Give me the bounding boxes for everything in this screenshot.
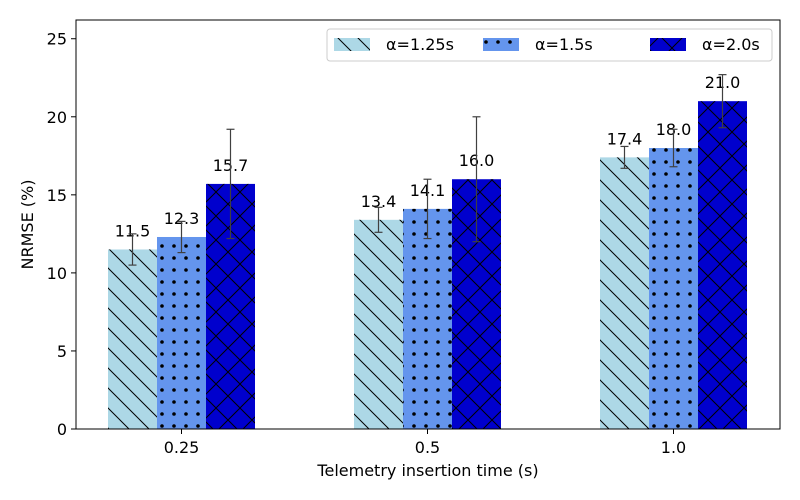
- x-tick-label: 0.5: [415, 438, 440, 457]
- y-axis-title: NRMSE (%): [18, 180, 37, 270]
- data-label: 12.3: [164, 209, 200, 228]
- legend-label: α=2.0s: [702, 35, 760, 54]
- y-tick-label: 5: [57, 342, 67, 361]
- y-tick-label: 10: [47, 264, 67, 283]
- bar-hatch: [403, 208, 452, 429]
- y-tick-label: 15: [47, 186, 67, 205]
- legend-swatch-hatch: [650, 38, 686, 51]
- bar-hatch: [649, 148, 698, 429]
- bar-hatch: [600, 157, 649, 430]
- x-axis-title: Telemetry insertion time (s): [316, 461, 538, 480]
- x-tick-label: 1.0: [661, 438, 686, 457]
- legend-box: [326, 28, 773, 62]
- bar-hatch: [108, 249, 157, 429]
- legend-swatch-hatch: [483, 38, 519, 51]
- bar-hatch: [698, 101, 747, 430]
- y-tick-label: 25: [47, 30, 67, 49]
- data-label: 13.4: [361, 192, 397, 211]
- x-tick-label: 0.25: [164, 438, 200, 457]
- y-tick-label: 0: [57, 420, 67, 439]
- y-tick-label: 20: [47, 108, 67, 127]
- bar-hatch: [157, 236, 206, 429]
- legend-swatch-hatch: [334, 38, 370, 51]
- legend-label: α=1.5s: [535, 35, 593, 54]
- bar-hatch: [354, 219, 403, 429]
- plot-frame: [75, 19, 781, 430]
- data-label: 17.4: [607, 129, 643, 148]
- data-label: 11.5: [115, 221, 151, 240]
- legend-label: α=1.25s: [386, 35, 454, 54]
